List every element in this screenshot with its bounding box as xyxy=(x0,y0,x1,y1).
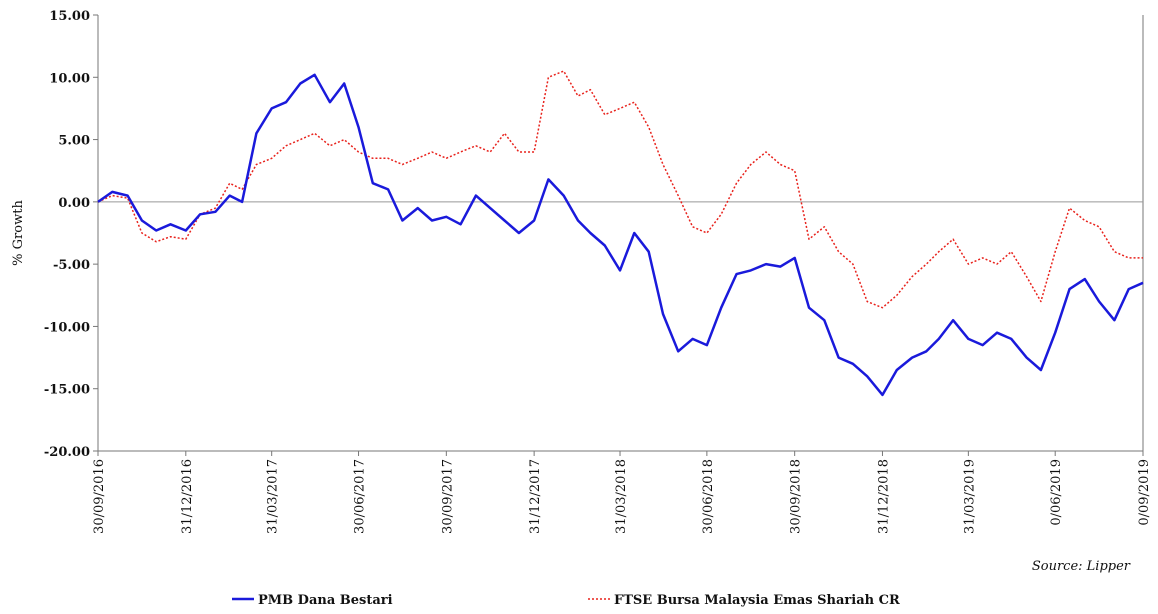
y-tick-label: 5.00 xyxy=(58,134,90,149)
legend-label: PMB Dana Bestari xyxy=(258,593,393,608)
series-line xyxy=(97,70,1143,309)
x-tick-label: 0/06/2019 xyxy=(1049,459,1064,526)
y-axis-label: % Growth xyxy=(11,200,26,266)
x-tick-label: 30/09/2016 xyxy=(92,459,107,534)
y-tick-label: -10.00 xyxy=(44,320,90,335)
x-tick-label: 30/09/2017 xyxy=(440,459,455,534)
y-tick-label: -15.00 xyxy=(44,383,90,398)
x-tick-label: 31/03/2018 xyxy=(614,459,629,534)
x-tick-label: 0/09/2019 xyxy=(1137,459,1152,526)
series-line xyxy=(97,73,1144,397)
y-tick-label: 0.00 xyxy=(58,196,90,211)
x-tick-label: 31/03/2017 xyxy=(266,459,281,534)
x-tick-label: 31/03/2019 xyxy=(962,459,977,534)
x-tick-label: 31/12/2018 xyxy=(876,459,891,534)
x-tick-label: 30/09/2018 xyxy=(789,459,804,534)
x-tick-label: 30/06/2018 xyxy=(701,459,716,534)
x-tick-label: 31/12/2016 xyxy=(180,459,195,534)
y-tick-label: 15.00 xyxy=(49,9,90,24)
x-tick-label: 30/06/2017 xyxy=(353,459,368,534)
y-tick-label: -5.00 xyxy=(53,258,90,273)
source-note: Source: Lipper xyxy=(1032,559,1131,574)
y-tick-label: -20.00 xyxy=(44,445,90,460)
x-tick-label: 31/12/2017 xyxy=(528,459,543,534)
y-tick-label: 10.00 xyxy=(49,71,90,86)
legend-label: FTSE Bursa Malaysia Emas Shariah CR xyxy=(614,593,900,608)
